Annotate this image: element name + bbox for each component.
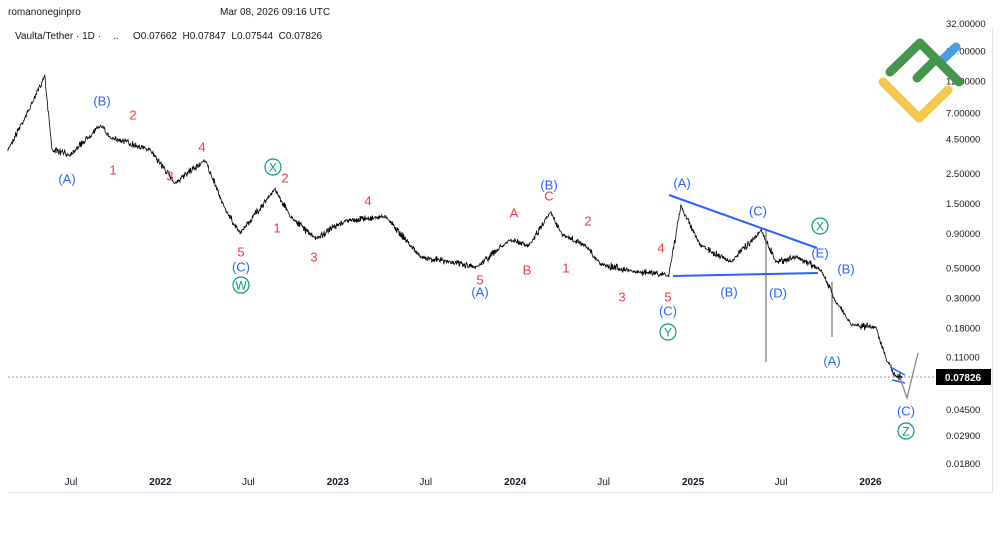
- wave-label: 4: [198, 140, 205, 155]
- wave-label: 1: [109, 163, 116, 178]
- wave-label: (A): [673, 176, 690, 191]
- y-tick-label: 0.18000: [946, 324, 980, 335]
- author-name[interactable]: romanoneginpro: [8, 7, 81, 18]
- wave-label: (D): [769, 286, 787, 301]
- x-tick-label: 2023: [327, 477, 350, 488]
- y-tick-label: 0.50000: [946, 264, 980, 275]
- symbol-label[interactable]: Vaulta/Tether · 1D ·: [15, 31, 101, 42]
- wave-label: 1: [562, 261, 569, 276]
- timestamp: Mar 08, 2026 09:16 UTC: [220, 7, 331, 18]
- y-tick-label: 0.04500: [946, 405, 980, 416]
- wave-label: 2: [584, 214, 591, 229]
- triangle-upper-trendline: [668, 194, 818, 249]
- wave-label: (B): [837, 262, 854, 277]
- chart-frame: [8, 28, 993, 493]
- y-tick-label: 2.50000: [946, 169, 980, 180]
- x-tick-label: 2025: [682, 477, 705, 488]
- x-tick-label: 2024: [504, 477, 527, 488]
- price-series-line: [7, 73, 903, 381]
- x-tick-label: Jul: [775, 477, 788, 488]
- y-tick-label: 7.00000: [946, 108, 980, 119]
- wave-label-circle: [811, 217, 829, 235]
- ohlc-readout: O0.07662 H0.07847 L0.07544 C0.07826: [133, 31, 323, 42]
- wave-label: (C): [749, 204, 767, 219]
- wave-label: (B): [540, 178, 557, 193]
- current-price-label: 0.07826: [945, 373, 982, 384]
- x-tick-label: Jul: [242, 477, 255, 488]
- x-axis: Jul 2022 Jul 2023 Jul 2024 Jul 2025 Jul 2026: [65, 477, 882, 488]
- wave-label: (B): [93, 94, 110, 109]
- y-tick-label: 0.11000: [946, 353, 980, 364]
- wave-label: (B): [720, 285, 737, 300]
- wave-label: W: [235, 279, 247, 293]
- y-tick-label: 20.00000: [946, 47, 986, 58]
- wave-label-circle: [659, 323, 677, 341]
- wave-label: 5: [237, 245, 244, 260]
- x-tick-label: Jul: [597, 477, 610, 488]
- current-price-tag: [936, 369, 991, 385]
- wave-label: C: [544, 189, 553, 204]
- x-tick-label: Jul: [419, 477, 432, 488]
- y-axis: 32.00000 20.00000 12.00000 7.00000 4.50000 2.…: [946, 19, 986, 470]
- wave-label: 3: [310, 250, 317, 265]
- wave-label: (A): [823, 354, 840, 369]
- y-tick-label: 0.30000: [946, 294, 980, 305]
- wave-label: Y: [664, 326, 672, 340]
- wedge-upper-line: [889, 366, 906, 376]
- y-tick-label: 0.90000: [946, 229, 980, 240]
- wave-label: 5: [664, 290, 671, 305]
- more-dots[interactable]: ..: [113, 31, 119, 42]
- logo: [878, 38, 964, 123]
- y-tick-label: 32.00000: [946, 19, 986, 30]
- wave-label: 2: [281, 171, 288, 186]
- y-tick-label: 12.00000: [946, 77, 986, 88]
- wave-label-circle: [264, 158, 282, 176]
- wave-label-circle: [897, 422, 915, 440]
- wave-label: (C): [232, 260, 250, 275]
- wave-label: B: [523, 263, 532, 278]
- wave-label: 5: [476, 273, 483, 288]
- y-tick-label: 4.50000: [946, 134, 980, 145]
- wave-label: 1: [273, 221, 280, 236]
- wedge-lower-line: [891, 379, 906, 384]
- x-tick-label: Jul: [65, 477, 78, 488]
- wave-label: A: [510, 206, 519, 221]
- wave-label: X: [816, 220, 824, 234]
- wave-label: 4: [657, 241, 664, 256]
- wave-label: (C): [897, 404, 915, 419]
- x-tick-label: 2022: [149, 477, 172, 488]
- triangle-lower-trendline: [672, 272, 819, 277]
- projection-path: [899, 352, 919, 401]
- y-tick-label: 0.02900: [946, 431, 980, 442]
- x-tick-label: 2026: [859, 477, 882, 488]
- wave-label: X: [269, 161, 277, 175]
- y-tick-label: 0.01800: [946, 459, 980, 470]
- wave-label: Z: [902, 425, 909, 439]
- wave-label: 3: [166, 169, 173, 184]
- y-tick-label: 1.50000: [946, 199, 980, 210]
- wave-label-circle: [232, 276, 250, 294]
- wave-label: 4: [364, 194, 371, 209]
- wave-label: (A): [58, 172, 75, 187]
- wave-label: 3: [618, 290, 625, 305]
- wave-label: 2: [129, 108, 136, 123]
- wave-label: (E): [811, 246, 828, 261]
- wave-label: (C): [659, 304, 677, 319]
- wave-label: (A): [471, 285, 488, 300]
